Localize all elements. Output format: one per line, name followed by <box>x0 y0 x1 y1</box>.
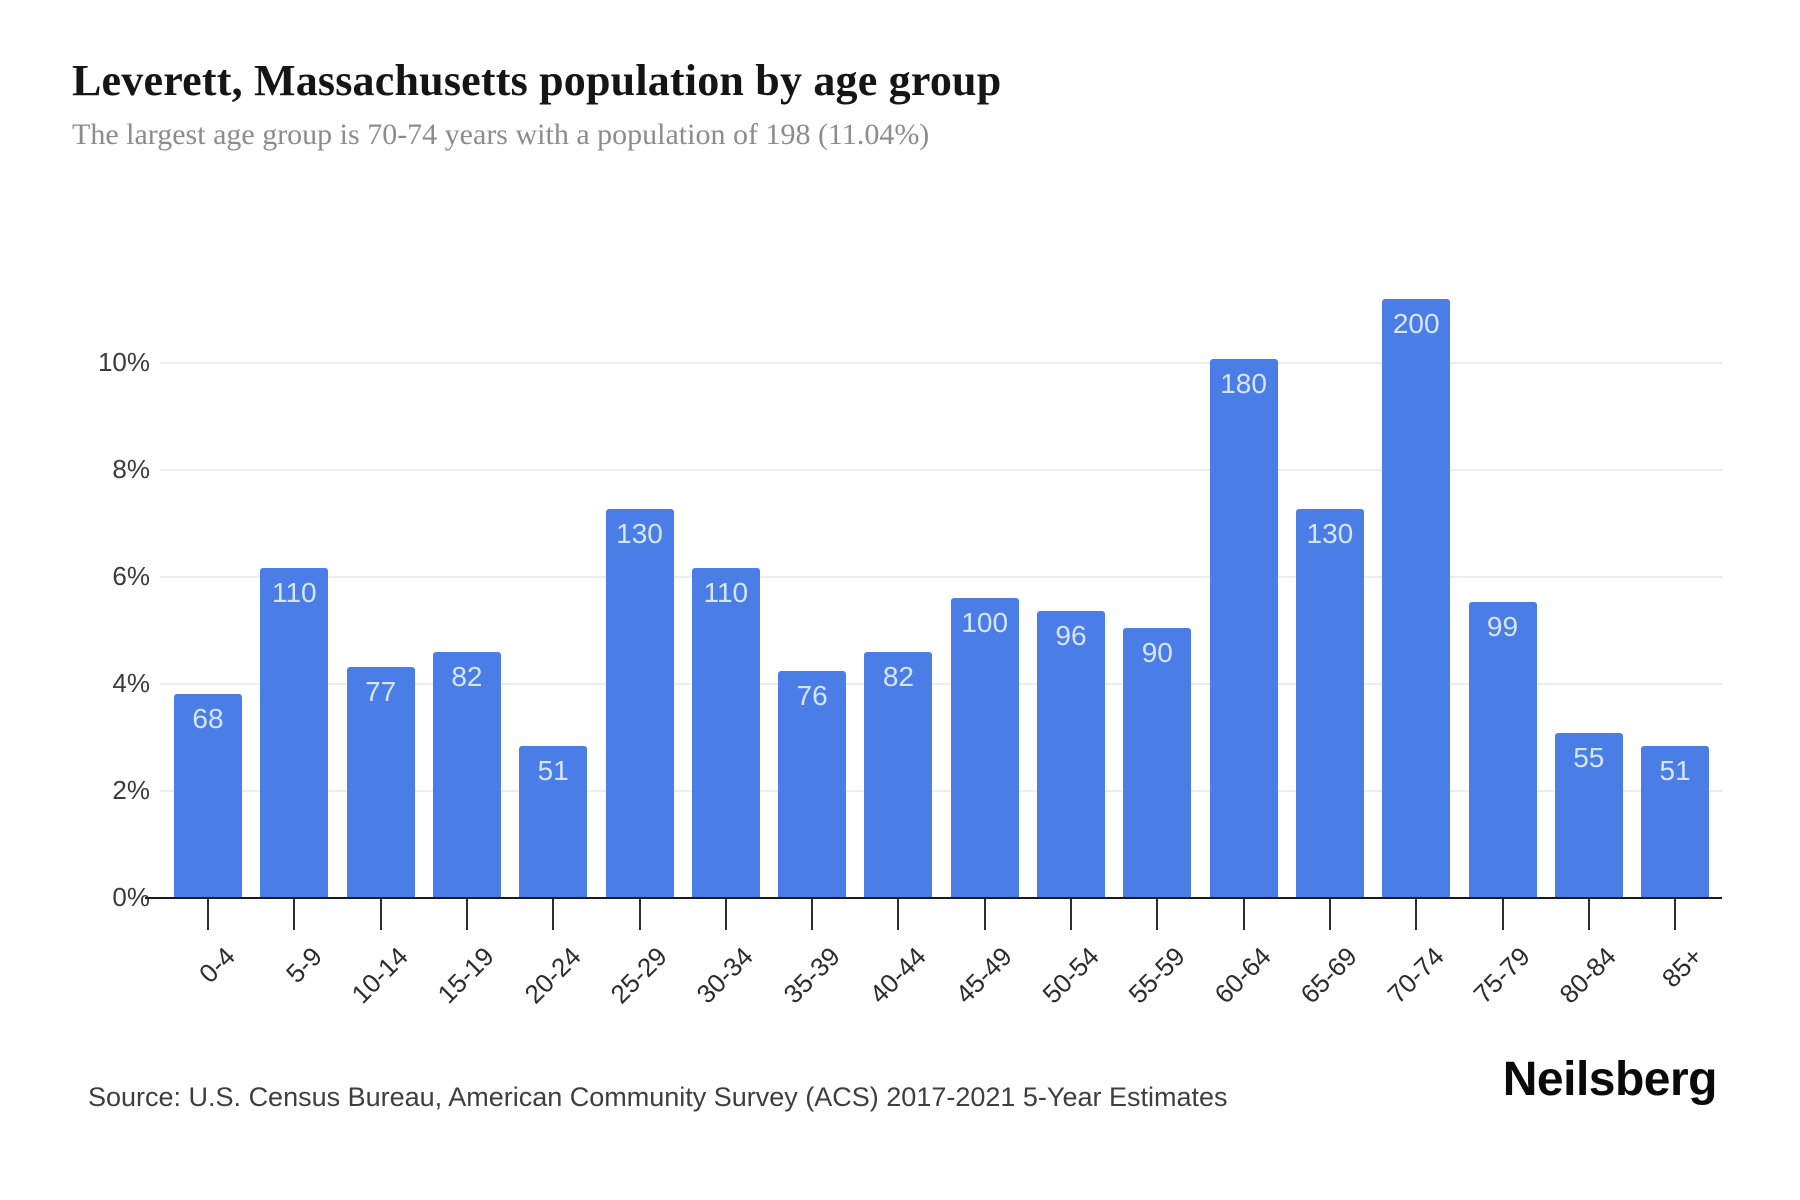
x-axis-tick-0-4 <box>207 899 209 930</box>
chart-subtitle: The largest age group is 70-74 years wit… <box>72 118 930 151</box>
bar-value-label-65-69: 130 <box>1306 518 1354 550</box>
bar-85+ <box>1641 745 1710 898</box>
bar-value-label-20-24: 51 <box>537 754 569 786</box>
x-axis-tick-50-54 <box>1070 899 1072 930</box>
bar-40-44 <box>864 652 933 898</box>
bar-70-74 <box>1382 299 1451 898</box>
x-axis-label-20-24: 20-24 <box>518 941 587 1010</box>
bar-value-label-75-79: 99 <box>1486 610 1519 642</box>
x-axis-tick-70-74 <box>1415 899 1418 930</box>
source-note: Source: U.S. Census Bureau, American Com… <box>88 1082 1228 1112</box>
bar-65-69 <box>1295 509 1364 898</box>
bar-value-label-0-4: 68 <box>192 703 224 735</box>
bar-5-9 <box>260 568 329 898</box>
bar-value-label-55-59: 90 <box>1141 637 1173 669</box>
x-axis-label-50-54: 50-54 <box>1035 941 1105 1010</box>
x-axis-label-15-19: 15-19 <box>431 941 501 1010</box>
x-axis-tick-25-29 <box>638 899 641 930</box>
x-axis-tick-45-49 <box>983 899 986 930</box>
x-axis-tick-40-44 <box>897 899 900 930</box>
bar-80-84 <box>1554 733 1623 898</box>
x-axis-label-65-69: 65-69 <box>1294 941 1364 1010</box>
bar-55-59 <box>1123 628 1192 898</box>
x-axis-label-35-39: 35-39 <box>777 941 846 1010</box>
x-axis-label-10-14: 10-14 <box>345 941 414 1010</box>
brand-logo: Neilsberg <box>1502 1053 1718 1106</box>
x-axis-label-70-74: 70-74 <box>1381 941 1450 1010</box>
bar-25-29 <box>605 509 674 898</box>
gridline-2% <box>160 790 1722 792</box>
chart-title: Leverett, Massachusetts population by ag… <box>72 56 1002 105</box>
x-axis-tick-35-39 <box>811 899 814 930</box>
x-axis-label-25-29: 25-29 <box>604 941 673 1010</box>
y-axis-label-4%: 4% <box>112 668 150 698</box>
bar-15-19 <box>432 652 501 898</box>
bar-value-label-30-34: 110 <box>703 577 749 609</box>
bar-value-label-50-54: 96 <box>1055 619 1087 651</box>
x-axis-label-5-9: 5-9 <box>279 941 328 989</box>
bar-value-label-5-9: 110 <box>271 577 317 609</box>
bar-value-label-60-64: 180 <box>1220 368 1267 400</box>
y-axis-label-2%: 2% <box>112 775 150 805</box>
x-axis-label-75-79: 75-79 <box>1467 941 1536 1010</box>
bar-value-label-70-74: 200 <box>1392 308 1440 340</box>
bar-0-4 <box>174 694 242 898</box>
bar-value-label-40-44: 82 <box>882 661 914 693</box>
x-axis-tick-5-9 <box>293 899 296 930</box>
gridline-6% <box>160 576 1722 578</box>
y-axis-label-0%: 0% <box>112 882 150 912</box>
bar-75-79 <box>1468 601 1537 898</box>
gridline-8% <box>160 469 1722 471</box>
gridline-4% <box>160 683 1722 685</box>
x-axis-tick-80-84 <box>1587 899 1590 930</box>
bar-value-label-15-19: 82 <box>451 661 483 693</box>
bar-value-label-10-14: 77 <box>365 676 397 708</box>
bar-35-39 <box>778 670 847 898</box>
x-axis-label-0-4: 0-4 <box>193 941 242 989</box>
x-axis-tick-60-64 <box>1242 899 1245 930</box>
x-axis-tick-20-24 <box>552 899 555 930</box>
bar-value-label-80-84: 55 <box>1573 742 1605 774</box>
y-axis-label-8%: 8% <box>112 454 150 484</box>
x-axis-label-60-64: 60-64 <box>1208 941 1277 1010</box>
x-axis-tick-30-34 <box>724 899 727 930</box>
x-axis-label-40-44: 40-44 <box>863 941 932 1010</box>
bar-30-34 <box>691 568 760 898</box>
y-axis-label-10%: 10% <box>97 347 150 377</box>
x-axis-label-45-49: 45-49 <box>949 941 1018 1010</box>
x-axis-tick-55-59 <box>1156 899 1159 930</box>
bar-value-label-45-49: 100 <box>961 607 1009 639</box>
bar-60-64 <box>1209 359 1278 898</box>
bar-value-label-35-39: 76 <box>796 679 828 711</box>
x-axis-tick-15-19 <box>465 899 468 930</box>
x-axis-tick-10-14 <box>379 899 382 930</box>
x-axis-line <box>145 897 1722 899</box>
x-axis-label-80-84: 80-84 <box>1553 941 1623 1010</box>
bar-value-label-25-29: 130 <box>616 518 663 550</box>
gridline-10% <box>160 362 1722 364</box>
x-axis-tick-65-69 <box>1328 899 1331 930</box>
bar-value-label-85+: 51 <box>1659 754 1691 786</box>
x-axis-label-85+: 85+ <box>1655 941 1709 994</box>
bar-10-14 <box>346 667 415 898</box>
bar-20-24 <box>519 745 588 898</box>
x-axis-label-55-59: 55-59 <box>1122 941 1191 1010</box>
x-axis-tick-85+ <box>1674 899 1677 930</box>
bar-50-54 <box>1037 610 1105 898</box>
x-axis-tick-75-79 <box>1501 899 1504 930</box>
bar-45-49 <box>950 598 1019 898</box>
x-axis-label-30-34: 30-34 <box>690 941 760 1010</box>
y-axis-label-6%: 6% <box>112 561 150 591</box>
